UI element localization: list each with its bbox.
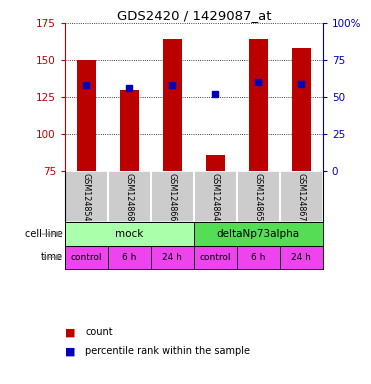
Bar xyxy=(120,90,139,171)
Text: GSM124865: GSM124865 xyxy=(254,173,263,221)
Text: count: count xyxy=(85,327,113,337)
Text: mock: mock xyxy=(115,229,144,239)
Bar xyxy=(65,171,108,222)
Bar xyxy=(151,246,194,269)
Bar xyxy=(194,222,323,246)
Title: GDS2420 / 1429087_at: GDS2420 / 1429087_at xyxy=(116,9,271,22)
Text: cell line: cell line xyxy=(25,229,63,239)
Bar xyxy=(77,60,96,171)
Text: time: time xyxy=(41,252,63,262)
Text: 24 h: 24 h xyxy=(162,253,182,262)
Text: GSM124864: GSM124864 xyxy=(211,173,220,221)
Text: control: control xyxy=(200,253,231,262)
Bar xyxy=(194,246,237,269)
Text: control: control xyxy=(70,253,102,262)
Bar xyxy=(163,40,182,171)
Bar xyxy=(280,246,323,269)
Text: 24 h: 24 h xyxy=(291,253,311,262)
Bar xyxy=(206,155,225,171)
Text: GSM124866: GSM124866 xyxy=(168,173,177,221)
Bar xyxy=(237,171,280,222)
Text: ■: ■ xyxy=(65,327,75,337)
Bar xyxy=(292,48,311,171)
Bar xyxy=(194,171,237,222)
Bar xyxy=(65,222,194,246)
Text: GSM124854: GSM124854 xyxy=(82,173,91,221)
Text: GSM124868: GSM124868 xyxy=(125,173,134,221)
Bar xyxy=(108,171,151,222)
Bar xyxy=(237,246,280,269)
Text: deltaNp73alpha: deltaNp73alpha xyxy=(217,229,300,239)
Text: GSM124867: GSM124867 xyxy=(297,173,306,221)
Bar xyxy=(65,246,108,269)
Text: 6 h: 6 h xyxy=(251,253,266,262)
Text: ■: ■ xyxy=(65,346,75,356)
Bar xyxy=(151,171,194,222)
Bar xyxy=(249,40,268,171)
Text: 6 h: 6 h xyxy=(122,253,137,262)
Text: percentile rank within the sample: percentile rank within the sample xyxy=(85,346,250,356)
Bar xyxy=(280,171,323,222)
Bar xyxy=(108,246,151,269)
